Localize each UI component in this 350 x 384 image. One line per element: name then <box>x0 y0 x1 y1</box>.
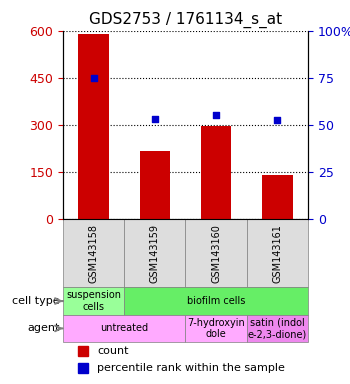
FancyBboxPatch shape <box>186 219 247 287</box>
Point <box>213 113 219 119</box>
Text: GSM143160: GSM143160 <box>211 224 221 283</box>
Text: agent: agent <box>28 323 60 333</box>
Text: suspension
cells: suspension cells <box>66 290 121 312</box>
Text: satin (indol
e-2,3-dione): satin (indol e-2,3-dione) <box>248 318 307 339</box>
FancyBboxPatch shape <box>124 219 186 287</box>
Text: percentile rank within the sample: percentile rank within the sample <box>97 363 285 373</box>
FancyBboxPatch shape <box>247 315 308 342</box>
Bar <box>78 34 109 219</box>
FancyBboxPatch shape <box>63 219 124 287</box>
FancyBboxPatch shape <box>63 287 124 315</box>
Text: count: count <box>97 346 129 356</box>
Text: 7-hydroxyin
dole: 7-hydroxyin dole <box>187 318 245 339</box>
Title: GDS2753 / 1761134_s_at: GDS2753 / 1761134_s_at <box>89 12 282 28</box>
Point <box>274 117 280 123</box>
Text: GSM143159: GSM143159 <box>150 223 160 283</box>
Bar <box>201 126 231 219</box>
Point <box>91 75 97 81</box>
Text: cell type: cell type <box>12 296 60 306</box>
Text: GSM143161: GSM143161 <box>272 224 282 283</box>
Text: GSM143158: GSM143158 <box>89 223 99 283</box>
Text: biofilm cells: biofilm cells <box>187 296 245 306</box>
FancyBboxPatch shape <box>186 315 247 342</box>
FancyBboxPatch shape <box>124 287 308 315</box>
FancyBboxPatch shape <box>247 219 308 287</box>
Bar <box>262 175 293 219</box>
Bar <box>140 151 170 219</box>
Point <box>152 116 158 122</box>
Text: untreated: untreated <box>100 323 148 333</box>
FancyBboxPatch shape <box>63 315 186 342</box>
